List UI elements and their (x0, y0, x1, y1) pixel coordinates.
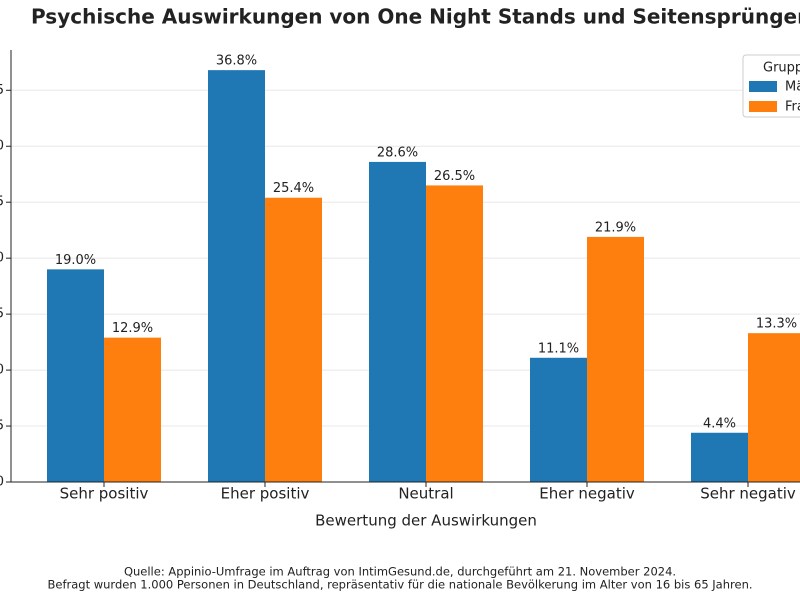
value-label: 19.0% (55, 253, 96, 268)
x-tick-label: Sehr negativ (700, 485, 796, 503)
x-tick-label: Sehr positiv (60, 485, 149, 503)
y-tick-label: 30 (0, 139, 4, 154)
value-label: 11.1% (538, 341, 579, 356)
source-note: Quelle: Appinio-Umfrage im Auftrag von I… (124, 565, 676, 579)
value-label: 25.4% (273, 181, 314, 196)
bar (748, 333, 800, 482)
y-tick-label: 5 (0, 419, 4, 434)
bar (426, 185, 483, 483)
value-label: 12.9% (112, 321, 153, 336)
y-tick-label: 20 (0, 251, 4, 266)
y-tick-label: 25 (0, 195, 4, 210)
source-note: Befragt wurden 1.000 Personen in Deutsch… (47, 578, 752, 592)
y-tick-label: 15 (0, 307, 4, 322)
bar (530, 357, 587, 482)
chart-title: Psychische Auswirkungen von One Night St… (31, 5, 800, 29)
bar (47, 269, 104, 482)
value-label: 21.9% (595, 220, 636, 235)
x-axis-label: Bewertung der Auswirkungen (315, 512, 537, 530)
legend-title: Gruppe (763, 61, 800, 76)
x-tick-label: Eher positiv (221, 485, 310, 503)
value-label: 26.5% (434, 169, 475, 184)
bar (369, 161, 426, 482)
bar (104, 337, 161, 482)
legend-swatch (749, 81, 777, 92)
y-tick-label: 10 (0, 363, 4, 378)
value-label: 13.3% (756, 317, 797, 332)
bar (691, 432, 748, 482)
legend-label: Frauen (785, 100, 800, 115)
y-tick-label: 35 (0, 83, 4, 98)
bar (265, 197, 322, 482)
x-tick-label: Eher negativ (539, 485, 635, 503)
legend-swatch (749, 101, 777, 112)
x-tick-label: Neutral (398, 485, 453, 503)
bar (208, 70, 265, 482)
y-tick-label: 0 (0, 475, 4, 490)
value-label: 28.6% (377, 145, 418, 160)
legend-label: Männer (785, 80, 800, 95)
value-label: 4.4% (703, 416, 736, 431)
bar (587, 236, 644, 482)
value-label: 36.8% (216, 54, 257, 69)
